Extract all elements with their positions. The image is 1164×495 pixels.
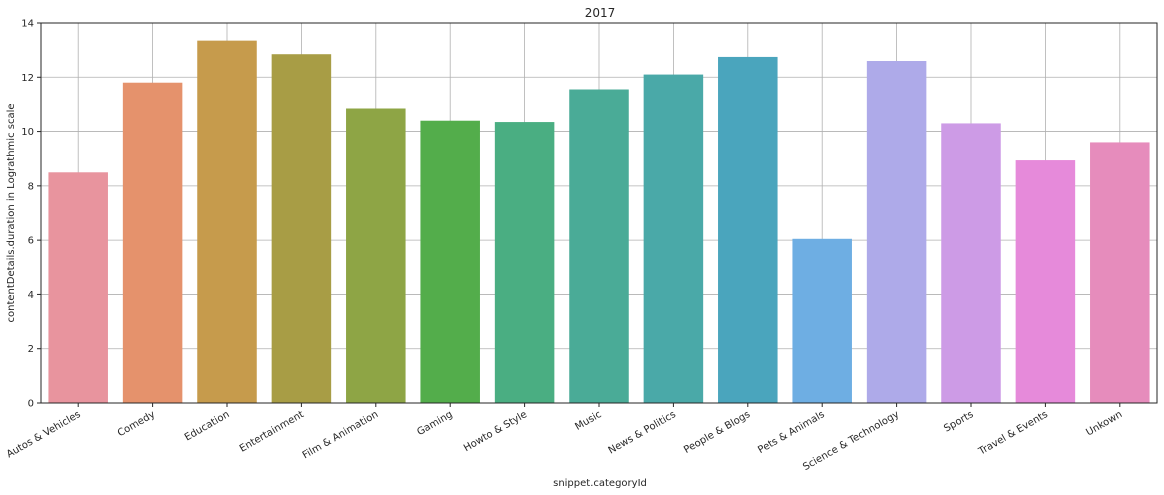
y-tick-label: 4 xyxy=(28,290,34,301)
y-tick-label: 6 xyxy=(28,236,34,247)
x-tick-label: Sports xyxy=(942,409,975,435)
x-tick-label: Gaming xyxy=(415,409,454,438)
x-tick-label: Education xyxy=(183,409,232,443)
x-tick-label: Pets & Animals xyxy=(756,409,826,456)
bar xyxy=(792,238,852,403)
bar xyxy=(643,74,704,404)
x-tick-label: News & Politics xyxy=(607,409,678,456)
bar xyxy=(1015,160,1076,403)
bar xyxy=(271,54,332,403)
x-tick-label: Film & Animation xyxy=(301,409,381,461)
bar xyxy=(48,172,108,403)
x-tick-label: People & Blogs xyxy=(682,409,752,456)
bar xyxy=(346,108,406,403)
bar xyxy=(866,61,927,403)
y-tick-label: 0 xyxy=(28,399,34,410)
x-tick-label: Comedy xyxy=(116,409,157,439)
x-tick-label: Travel & Events xyxy=(976,409,1050,458)
bars xyxy=(48,40,1150,404)
x-tick-label: Unkown xyxy=(1084,409,1124,438)
bar xyxy=(197,40,257,404)
bar xyxy=(122,82,183,403)
x-tick-label: Autos & Vehicles xyxy=(5,409,83,460)
bar xyxy=(941,123,1001,403)
bar xyxy=(569,89,629,403)
y-axis-ticks: 0 2 4 6 8 10 12 14 xyxy=(21,19,41,410)
y-tick-label: 14 xyxy=(21,19,34,30)
bar xyxy=(420,120,480,403)
y-tick-label: 10 xyxy=(21,127,34,138)
bar xyxy=(494,122,555,404)
x-tick-label: Music xyxy=(573,409,603,433)
y-axis-label: contentDetails.duration in Lograthmic sc… xyxy=(6,103,17,322)
y-tick-label: 2 xyxy=(28,344,34,355)
x-tick-label: Entertainment xyxy=(238,409,306,455)
x-axis-ticks: Autos & Vehicles Comedy Education Entertain… xyxy=(5,403,1124,473)
y-tick-label: 12 xyxy=(21,73,34,84)
x-axis-label: snippet.categoryId xyxy=(553,478,647,489)
bar xyxy=(718,56,778,404)
chart-title: 2017 xyxy=(585,6,616,20)
bar xyxy=(1090,142,1150,403)
y-tick-label: 8 xyxy=(28,181,34,192)
plot-frame xyxy=(40,22,1158,404)
x-tick-label: Howto & Style xyxy=(462,409,529,454)
